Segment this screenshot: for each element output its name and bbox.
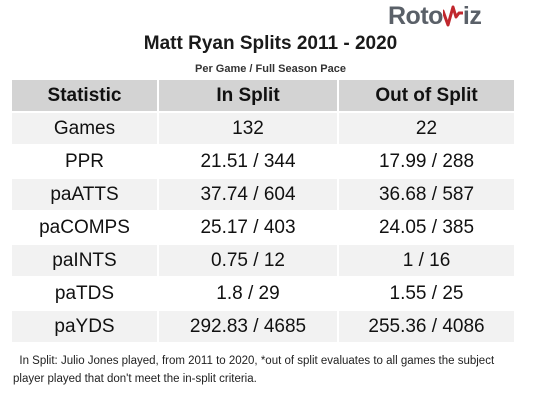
- table-row: paYDS 292.83 / 4685 255.36 / 4086: [12, 311, 514, 342]
- cell-in-split: 0.75 / 12: [157, 245, 337, 276]
- page-title: Matt Ryan Splits 2011 - 2020: [143, 33, 398, 54]
- table-row: PPR 21.51 / 344 17.99 / 288: [12, 146, 514, 177]
- table-row: Games 132 22: [12, 113, 514, 144]
- cell-out-of-split: 255.36 / 4086: [337, 311, 514, 342]
- cell-out-of-split: 24.05 / 385: [337, 212, 514, 243]
- splits-table: Statistic In Split Out of Split Games 13…: [12, 78, 514, 344]
- cell-in-split: 21.51 / 344: [157, 146, 337, 177]
- cell-out-of-split: 22: [337, 113, 514, 144]
- cell-statistic: paYDS: [12, 311, 157, 342]
- cell-out-of-split: 1 / 16: [337, 245, 514, 276]
- cell-in-split: 37.74 / 604: [157, 179, 337, 210]
- page-subtitle: Per Game / Full Season Pace: [194, 63, 346, 75]
- cell-out-of-split: 1.55 / 25: [337, 278, 514, 309]
- cell-in-split: 132: [157, 113, 337, 144]
- rotoviz-logo: Roto iz: [388, 1, 482, 31]
- cell-in-split: 25.17 / 403: [157, 212, 337, 243]
- logo-text-roto: Roto: [388, 1, 443, 30]
- header-out-of-split: Out of Split: [337, 80, 514, 111]
- cell-in-split: 1.8 / 29: [157, 278, 337, 309]
- footnote: In Split: Julio Jones played, from 2011 …: [13, 352, 513, 388]
- cell-out-of-split: 17.99 / 288: [337, 146, 514, 177]
- footnote-text: In Split: Julio Jones played, from 2011 …: [13, 355, 495, 385]
- cell-statistic: Games: [12, 113, 157, 144]
- table-row: paTDS 1.8 / 29 1.55 / 25: [12, 278, 514, 309]
- logo-heartbeat-v-icon: [442, 5, 463, 27]
- logo-text-iz: iz: [462, 1, 482, 30]
- table-row: paCOMPS 25.17 / 403 24.05 / 385: [12, 212, 514, 243]
- table-row: paATTS 37.74 / 604 36.68 / 587: [12, 179, 514, 210]
- cell-statistic: paTDS: [12, 278, 157, 309]
- table-header-row: Statistic In Split Out of Split: [12, 80, 514, 111]
- cell-statistic: PPR: [12, 146, 157, 177]
- cell-statistic: paINTS: [12, 245, 157, 276]
- cell-statistic: paATTS: [12, 179, 157, 210]
- cell-out-of-split: 36.68 / 587: [337, 179, 514, 210]
- table-row: paINTS 0.75 / 12 1 / 16: [12, 245, 514, 276]
- header-statistic: Statistic: [12, 80, 157, 111]
- cell-statistic: paCOMPS: [12, 212, 157, 243]
- header-in-split: In Split: [157, 80, 337, 111]
- cell-in-split: 292.83 / 4685: [157, 311, 337, 342]
- logo-text-viz: iz: [442, 1, 482, 31]
